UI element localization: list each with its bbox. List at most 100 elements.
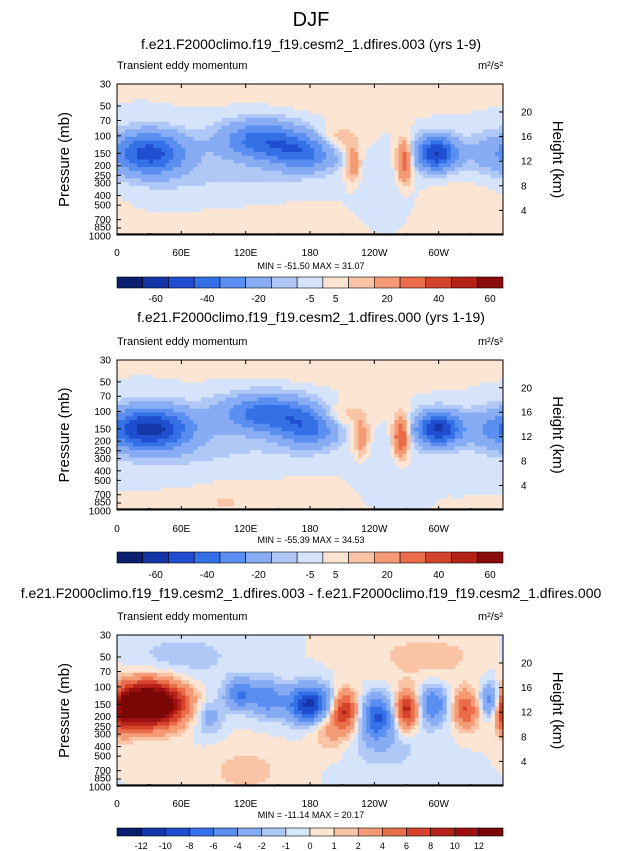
heatmap-cell [209,170,215,176]
heatmap-cell [177,386,182,391]
heatmap-cell [209,378,215,384]
heatmap-cell [173,99,178,104]
heatmap-cell [285,382,291,387]
heatmap-cell [209,125,215,130]
heatmap-cell [273,163,279,168]
heatmap-cell [293,99,299,104]
heatmap-cell [358,201,363,206]
heatmap-cell [261,155,267,161]
heatmap-cell [462,386,468,391]
heatmap-cell [273,386,279,391]
heatmap-cell [374,140,379,146]
heatmap-cell [374,95,379,100]
heatmap-cell [205,390,211,395]
heatmap-cell [346,204,351,210]
heatmap-cell [205,110,211,115]
heatmap-cell [173,227,178,232]
heatmap-cell [410,367,416,372]
heatmap-cell [362,148,367,153]
colorbar-label: 5 [333,294,339,305]
heatmap-cell [285,360,291,365]
heatmap-cell [233,170,239,176]
heatmap-cell [209,223,215,229]
heatmap-cell [137,140,142,146]
heatmap-cell [277,163,283,168]
heatmap-cell [265,208,271,213]
heatmap-cell [273,390,279,395]
heatmap-cell [237,84,243,89]
heatmap-cell [474,163,480,168]
heatmap-cell [354,360,359,365]
heatmap-cell [137,114,142,119]
heatmap-cell [378,136,383,142]
heatmap-cell [117,110,122,115]
heatmap-cell [189,136,194,142]
heatmap-cell [318,204,323,210]
heatmap-cell [181,223,186,229]
heatmap-cell [402,219,408,225]
heatmap-cell [265,117,271,123]
heatmap-cell [133,375,138,380]
heatmap-cell [362,367,367,372]
heatmap-cell [362,163,367,168]
heatmap-cell [193,110,199,115]
heatmap-cell [305,102,311,108]
heatmap-cell [193,193,199,198]
heatmap-cell [390,371,396,376]
heatmap-cell [454,163,460,168]
heatmap-cell [213,390,219,395]
heatmap-cell [442,114,448,119]
heatmap-cell [394,393,400,399]
heatmap-cell [322,102,327,108]
heatmap-cell [249,167,255,172]
heatmap-cell [301,133,307,138]
heatmap-cell [185,382,190,387]
heatmap-cell [334,167,339,172]
heatmap-cell [173,106,178,112]
heatmap-cell [498,159,504,164]
heatmap-cell [145,117,150,123]
heatmap-cell [197,125,203,130]
heatmap-cell [301,397,307,402]
heatmap-cell [277,393,283,399]
heatmap-cell [125,201,130,206]
heatmap-cell [402,208,408,213]
heatmap-cell [269,102,275,108]
heatmap-cell [165,144,170,149]
heatmap-cell [406,91,412,96]
heatmap-cell [301,360,307,365]
heatmap-cell [466,178,472,183]
heatmap-cell [470,151,476,157]
heatmap-cell [229,121,235,127]
heatmap-cell [153,99,158,104]
heatmap-cell [498,185,504,191]
heatmap-cell [209,133,215,138]
heatmap-cell [265,204,271,210]
heatmap-cell [249,110,255,115]
heatmap-cell [289,144,295,149]
heatmap-cell [305,117,311,123]
heatmap-cell [117,87,122,93]
heatmap-cell [205,174,211,179]
heatmap-cell [249,204,255,210]
heatmap-cell [117,216,122,221]
heatmap-cell [434,110,440,115]
heatmap-cell [462,223,468,229]
heatmap-cell [241,167,247,172]
heatmap-cell [161,185,166,191]
heatmap-cell [358,378,363,384]
heatmap-cell [141,219,146,225]
heatmap-cell [362,99,367,104]
y-tick-label: 850 [94,223,111,234]
heatmap-cell [370,197,375,202]
heatmap-cell [185,155,190,161]
heatmap-cell [301,170,307,176]
heatmap-cell [213,114,219,119]
heatmap-cell [281,197,287,202]
heatmap-cell [121,382,126,387]
heatmap-cell [482,227,488,232]
heatmap-cell [454,185,460,191]
heatmap-cell [474,136,480,142]
heatmap-cell [326,95,331,100]
heatmap-cell [382,219,387,225]
